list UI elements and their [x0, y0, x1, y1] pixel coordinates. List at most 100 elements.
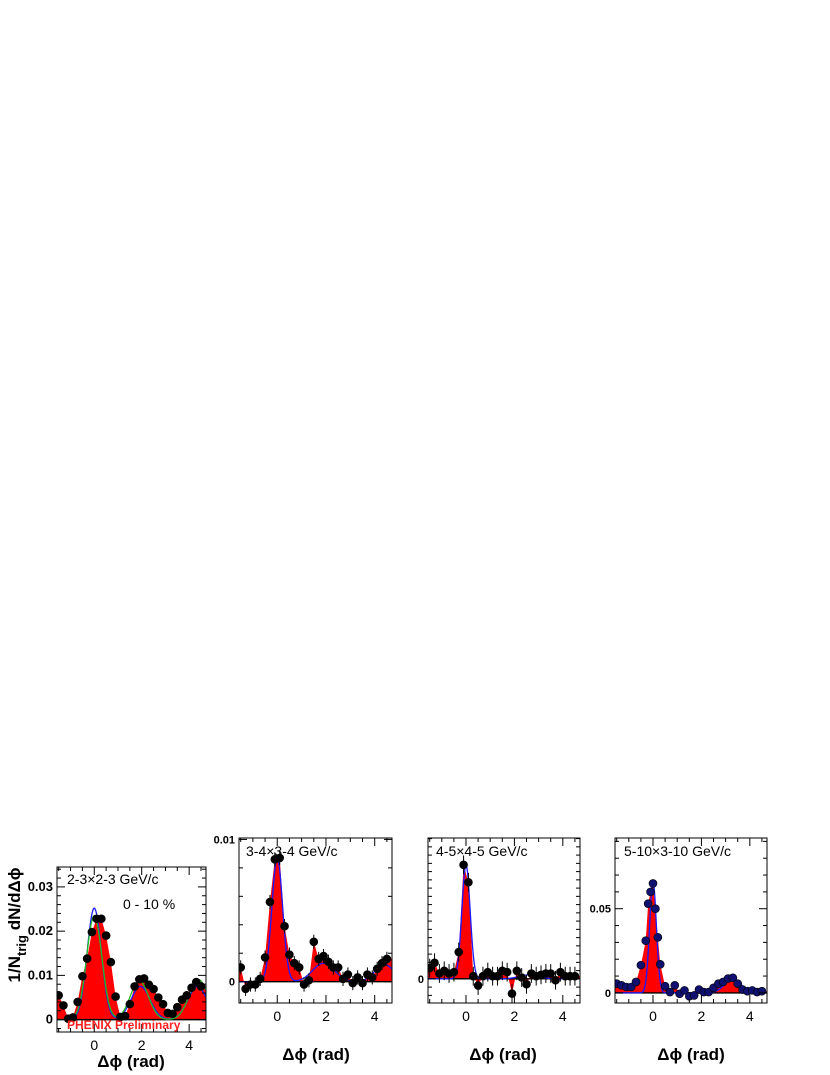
panel-1-x-tick-label: 0 — [90, 1037, 98, 1053]
panel-1-watermark: PHENIX Preliminary — [67, 1018, 181, 1032]
panel-1-data-point — [78, 971, 87, 981]
panel-1-data-point — [97, 914, 106, 924]
panel-3-data-point — [468, 971, 478, 981]
y-axis-label-rest: dN/dΔϕ — [5, 867, 24, 935]
panel-2-data-point — [275, 853, 284, 863]
panel-1-data-point — [187, 983, 196, 993]
panel-3-data-point — [454, 947, 464, 957]
panel-2-data-point — [255, 974, 265, 984]
panel-3-data-point — [551, 975, 560, 985]
y-axis-label: 1/Ntrig dN/dΔϕ — [5, 867, 29, 982]
panel-1-y-tick-label: 0.02 — [28, 923, 53, 938]
panel-3-title: 4-5×4-5 GeV/c — [436, 843, 527, 859]
panel-2-x-tick-label: 2 — [322, 1008, 330, 1024]
panel-3-data-point — [546, 969, 556, 978]
panel-1-data-point — [87, 927, 97, 937]
panel-4-data-point — [648, 879, 658, 888]
panel-1-data-point — [120, 1011, 130, 1021]
panel-2-data-point — [309, 937, 319, 947]
panel-1-data-point — [106, 957, 116, 967]
panel-1-data-point — [196, 982, 206, 991]
panel-2-title: 3-4×3-4 GeV/c — [246, 843, 337, 859]
panel-1: 0 2 400.010.020.03 2-3×2-3 GeV/c 0 - 10 % … — [28, 866, 207, 1071]
panel-2-y-tick-label: 0.01 — [214, 834, 235, 846]
panel-4-x-tick-label: 2 — [698, 1008, 706, 1024]
panel-1-data-point — [182, 990, 192, 1000]
panel-4-plot-area: 0 2 4 0 0.05 — [590, 837, 768, 1024]
panel-1-x-tick-label: 2 — [138, 1037, 146, 1053]
panel-3-data-point — [459, 860, 468, 870]
panel-2-data-point — [265, 897, 275, 907]
panel-3-frame — [427, 837, 581, 1004]
panel-3-y-tick-label: 0 — [418, 974, 424, 986]
panel-3-data-point — [512, 966, 522, 976]
panel-3-data-point — [464, 877, 473, 887]
panel-1-frame — [56, 866, 207, 1033]
panel-4-data-point — [636, 960, 646, 970]
panel-3: 0 2 4 0 4-5×4-5 GeV/c Δϕ (rad) — [418, 837, 581, 1064]
panel-1-data-point — [59, 1001, 68, 1010]
panel-2-data-point — [353, 973, 362, 982]
panel-1-data-point — [111, 992, 120, 1001]
panel-1-y-tick-label: 0 — [46, 1012, 53, 1027]
panel-2-data-point — [304, 975, 314, 985]
panel-1-xlabel: Δϕ (rad) — [97, 1052, 164, 1071]
panel-3-data-point — [493, 971, 502, 981]
panel-3-x-tick-label: 0 — [462, 1008, 470, 1024]
panel-2-data-point — [319, 951, 328, 961]
panel-4-data-layer — [615, 879, 767, 1001]
panel-3-data-layer — [428, 855, 580, 1003]
panel-3-xlabel: Δϕ (rad) — [469, 1045, 536, 1064]
panel-1-data-point — [57, 990, 63, 1000]
y-axis-label-sub: trig — [14, 935, 29, 956]
panel-1-plot-area: 0 2 4 0 0.01 0.02 0.03 — [28, 866, 207, 1053]
panel-3-plot-area: 0 2 4 0 — [418, 837, 581, 1024]
panel-1-data-point — [101, 931, 111, 940]
panel-4-data-point — [665, 987, 675, 997]
panel-4-title: 5-10×3-10 GeV/c — [624, 843, 731, 859]
panel-2-x-tick-label: 4 — [371, 1008, 379, 1024]
panel-1-data-layer — [57, 907, 206, 1024]
panel-3-data-point — [517, 973, 526, 982]
panel-4: 0 2 4 0 0.05 5-10×3-10 GeV/c Δϕ (rad) — [590, 837, 768, 1064]
panel-1-fit-curve-2 — [57, 914, 206, 1021]
y-axis-label-main: 1/N — [5, 956, 24, 982]
panel-2-y-tick-label: 0 — [229, 977, 235, 989]
panel-4-x-tick-label: 4 — [746, 1008, 754, 1024]
panel-2-data-point — [260, 953, 270, 962]
panel-2-data-point — [358, 978, 367, 988]
panel-3-data-point — [449, 967, 459, 977]
panel-2-data-point — [251, 980, 260, 989]
panel-2-plot-area: 0 2 4 0 0.01 — [214, 834, 393, 1024]
panel-1-x-tick-label: 4 — [185, 1037, 193, 1053]
panel-4-data-point — [631, 977, 641, 987]
panel-2-data-layer — [239, 850, 392, 996]
panel-1-data-point — [68, 1013, 78, 1022]
panel-1-data-point — [82, 954, 92, 963]
panel-4-data-point — [728, 973, 738, 983]
panel-4-data-point — [660, 981, 670, 991]
panel-1-data-point — [139, 974, 149, 983]
panel-1-signal-fill — [57, 918, 206, 1020]
panel-2-data-point — [239, 963, 246, 972]
panel-2-data-point — [280, 921, 289, 931]
panel-4-xlabel: Δϕ (rad) — [657, 1045, 724, 1064]
panel-4-x-tick-label: 0 — [649, 1008, 657, 1024]
panel-4-y-tick-label: 0 — [605, 988, 611, 1000]
panel-4-data-point — [733, 979, 743, 988]
panel-1-data-point — [73, 997, 82, 1007]
panel-1-y-tick-label: 0.03 — [28, 879, 53, 894]
panel-3-x-tick-label: 4 — [559, 1008, 567, 1024]
panel-4-data-point — [670, 981, 680, 990]
panel-1-y-tick-label: 0.01 — [28, 967, 53, 982]
panel-4-data-point — [653, 933, 663, 942]
panel-2-data-point — [372, 964, 382, 974]
panel-4-data-point — [651, 904, 660, 914]
panel-4-y-tick-label: 0.05 — [590, 904, 611, 916]
panel-4-data-point — [689, 991, 699, 1000]
panel-2-data-point — [343, 970, 353, 979]
panel-1-data-point — [158, 999, 168, 1009]
panel-1-data-point — [172, 1002, 182, 1012]
panel-2-signal-fill — [239, 857, 392, 989]
